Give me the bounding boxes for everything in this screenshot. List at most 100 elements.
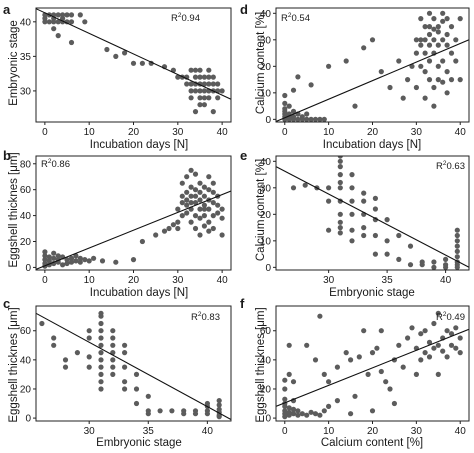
data-point — [396, 256, 402, 262]
data-point — [454, 227, 460, 233]
data-point — [387, 386, 393, 392]
data-point — [216, 414, 222, 420]
data-point — [418, 37, 424, 43]
data-point — [337, 164, 343, 170]
data-point — [197, 197, 203, 203]
data-point — [361, 328, 367, 334]
x-tick-label: 35 — [382, 275, 394, 286]
data-point — [206, 219, 212, 225]
panel-c-frame — [35, 305, 232, 422]
data-point — [321, 371, 327, 377]
data-point — [337, 219, 343, 225]
panel-e-y-axis-title: Calcium content [%] — [255, 159, 267, 261]
data-point — [361, 190, 367, 196]
x-tick-label: 40 — [217, 275, 229, 286]
x-tick-label: 30 — [172, 127, 184, 138]
data-point — [308, 82, 314, 88]
data-point — [68, 255, 75, 261]
data-point — [204, 400, 210, 407]
data-point — [295, 408, 301, 414]
panel-f-x-axis-title: Calcium content [%] — [321, 437, 423, 449]
data-point — [130, 257, 137, 263]
data-point — [372, 195, 378, 201]
panel-b-r2-value: 0.86 — [52, 159, 71, 170]
data-point — [321, 116, 327, 122]
data-point — [110, 342, 116, 348]
data-point — [192, 193, 199, 199]
data-point — [282, 100, 288, 106]
data-point — [139, 60, 145, 66]
data-point — [443, 264, 449, 270]
data-point — [302, 182, 308, 188]
data-point — [356, 354, 362, 360]
data-point — [431, 26, 437, 32]
panel-d-r2-label: R20.54 — [281, 12, 310, 24]
data-point — [192, 225, 199, 232]
data-point — [326, 379, 332, 385]
data-point — [188, 193, 194, 199]
x-tick-label: 0 — [282, 426, 288, 437]
y-tick-label: 60 — [20, 185, 32, 196]
data-point — [453, 325, 459, 331]
data-point — [55, 12, 61, 18]
data-point — [110, 371, 116, 377]
data-point — [201, 95, 207, 101]
y-tick-label: 40 — [260, 355, 272, 366]
data-point — [435, 77, 441, 83]
panel-f-r2-value: 0.49 — [447, 312, 466, 323]
panel-a: a 0 10 20 30 40 30 35 40 Incubation days [N] Em… — [3, 2, 232, 151]
data-point — [192, 88, 199, 94]
data-point — [337, 225, 343, 231]
panel-a-plot: 0 10 20 30 40 30 35 40 — [20, 7, 232, 138]
data-point — [454, 254, 460, 260]
data-point — [68, 12, 75, 18]
data-point — [405, 335, 411, 341]
data-point — [130, 60, 137, 66]
panel-a-r2-label: R20.94 — [171, 12, 200, 24]
data-point — [206, 187, 212, 193]
data-point — [440, 18, 446, 24]
data-point — [206, 67, 212, 73]
data-point — [384, 251, 390, 257]
data-point — [197, 102, 203, 108]
data-point — [157, 408, 163, 414]
data-point — [98, 328, 104, 334]
data-point — [295, 74, 301, 80]
data-point — [170, 222, 176, 228]
data-point — [418, 357, 424, 363]
data-point — [317, 116, 323, 122]
data-point — [169, 408, 175, 414]
data-point — [62, 364, 69, 370]
data-point — [443, 256, 449, 262]
data-point — [282, 92, 288, 99]
panel-e-letter: e — [240, 148, 247, 163]
data-point — [282, 106, 288, 112]
data-point — [98, 310, 104, 316]
panel-b-frame — [35, 155, 232, 271]
y-tick-label: 0 — [265, 414, 271, 425]
x-tick-label: 0 — [42, 127, 48, 138]
data-point — [46, 19, 52, 25]
data-point — [418, 63, 424, 69]
data-point — [352, 103, 358, 109]
panel-b: b 0 10 20 30 40 0 20 40 60 80 Incubation days [N]… — [3, 148, 232, 299]
data-point — [286, 103, 292, 109]
data-point — [391, 400, 397, 407]
data-point — [317, 412, 323, 418]
data-point — [444, 328, 450, 334]
x-tick-label: 20 — [367, 426, 379, 437]
data-point — [282, 377, 288, 383]
data-point — [405, 77, 411, 83]
data-point — [337, 230, 343, 236]
data-point — [304, 342, 310, 348]
x-tick-label: 20 — [128, 127, 140, 138]
panel-a-x-axis-title: Incubation days [N] — [90, 139, 188, 151]
data-point — [197, 95, 203, 101]
data-point — [426, 354, 433, 360]
data-point — [457, 350, 463, 356]
data-point — [197, 74, 203, 80]
panel-e: e 30 35 40 0 10 20 30 40 Embryonic stage Calciu… — [240, 148, 470, 299]
panel-d-r2-value: 0.54 — [292, 13, 311, 24]
x-tick-label: 40 — [455, 426, 467, 437]
